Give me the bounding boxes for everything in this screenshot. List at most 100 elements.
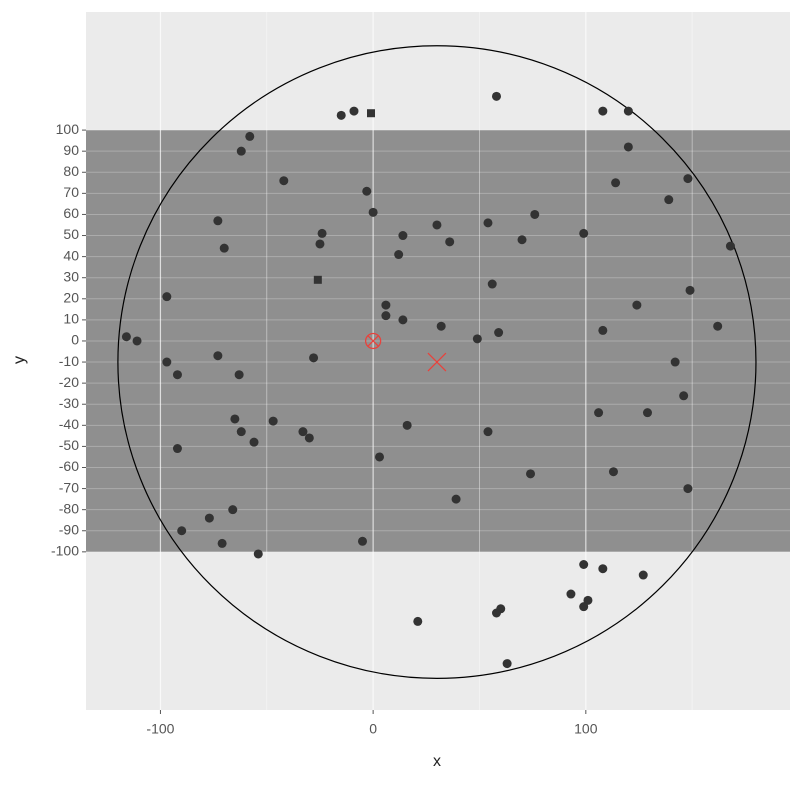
circle-cross-marker-x xyxy=(367,335,380,347)
point xyxy=(583,595,593,605)
point xyxy=(245,131,255,141)
point xyxy=(725,241,735,251)
x-axis-title: x xyxy=(433,753,441,770)
point xyxy=(642,408,652,418)
point xyxy=(172,370,182,380)
point xyxy=(121,332,131,342)
y-tick-label: 0 xyxy=(71,332,79,348)
point xyxy=(685,285,695,295)
point xyxy=(394,250,404,260)
point xyxy=(236,146,246,156)
point xyxy=(234,370,244,380)
point xyxy=(679,391,689,401)
y-tick-label: 90 xyxy=(63,142,79,158)
point xyxy=(683,174,693,184)
y-tick-label: 30 xyxy=(63,268,79,284)
y-tick-label: 50 xyxy=(63,226,79,242)
point xyxy=(451,494,461,504)
point xyxy=(398,231,408,241)
point xyxy=(623,142,633,152)
point xyxy=(638,570,648,580)
point xyxy=(381,311,391,321)
point xyxy=(228,505,238,515)
point xyxy=(487,279,497,289)
point xyxy=(579,559,589,569)
y-tick-label: -40 xyxy=(59,416,79,432)
x-tick-label: 0 xyxy=(369,721,377,737)
point xyxy=(172,444,182,454)
y-tick-label: 70 xyxy=(63,184,79,200)
y-tick-label: 100 xyxy=(56,121,80,137)
point xyxy=(368,207,378,217)
point xyxy=(611,178,621,188)
y-tick-label: -50 xyxy=(59,437,79,453)
point xyxy=(445,237,455,247)
point xyxy=(375,452,385,462)
point xyxy=(381,300,391,310)
point xyxy=(402,420,412,430)
point xyxy=(483,427,493,437)
point xyxy=(517,235,527,245)
point xyxy=(279,176,289,186)
circle-cross-marker xyxy=(364,332,382,350)
y-tick-label: -60 xyxy=(59,458,79,474)
point xyxy=(336,110,346,120)
point xyxy=(317,228,327,238)
y-axis-title: y xyxy=(11,356,28,364)
point xyxy=(249,437,259,447)
x-tick-label: 100 xyxy=(574,721,598,737)
point xyxy=(491,91,501,101)
point xyxy=(598,564,608,574)
point xyxy=(230,414,240,424)
point xyxy=(309,353,319,363)
y-tick-label: 20 xyxy=(63,289,79,305)
point xyxy=(632,300,642,310)
point xyxy=(313,275,322,284)
point xyxy=(608,467,618,477)
point xyxy=(579,228,589,238)
y-tick-label: 60 xyxy=(63,205,79,221)
y-tick-label: -10 xyxy=(59,353,79,369)
y-tick-label: 10 xyxy=(63,311,79,327)
point xyxy=(413,616,423,626)
point xyxy=(213,351,223,361)
point xyxy=(526,469,536,479)
point xyxy=(219,243,229,253)
point xyxy=(502,659,512,669)
point xyxy=(204,513,214,523)
point xyxy=(670,357,680,367)
y-tick-label: -80 xyxy=(59,500,79,516)
point xyxy=(398,315,408,325)
y-tick-label: -30 xyxy=(59,395,79,411)
point xyxy=(530,209,540,219)
point xyxy=(491,608,501,618)
point xyxy=(598,325,608,335)
point xyxy=(213,216,223,226)
point xyxy=(177,526,187,536)
point xyxy=(132,336,142,346)
point xyxy=(236,427,246,437)
point xyxy=(713,321,723,331)
point xyxy=(683,484,693,494)
point xyxy=(432,220,442,230)
y-tick-label: 40 xyxy=(63,247,79,263)
point xyxy=(664,195,674,205)
point xyxy=(298,427,308,437)
point xyxy=(315,239,325,249)
y-tick-label: -70 xyxy=(59,479,79,495)
point xyxy=(483,218,493,228)
point xyxy=(367,109,376,118)
point xyxy=(268,416,278,426)
point xyxy=(579,602,589,612)
point xyxy=(362,186,372,196)
point xyxy=(357,536,367,546)
point xyxy=(436,321,446,331)
y-tick-label: -20 xyxy=(59,374,79,390)
y-tick-label: -100 xyxy=(51,543,79,559)
point xyxy=(566,589,576,599)
point xyxy=(162,357,172,367)
y-tick-label: -90 xyxy=(59,521,79,537)
circle xyxy=(117,45,757,679)
point xyxy=(594,408,604,418)
